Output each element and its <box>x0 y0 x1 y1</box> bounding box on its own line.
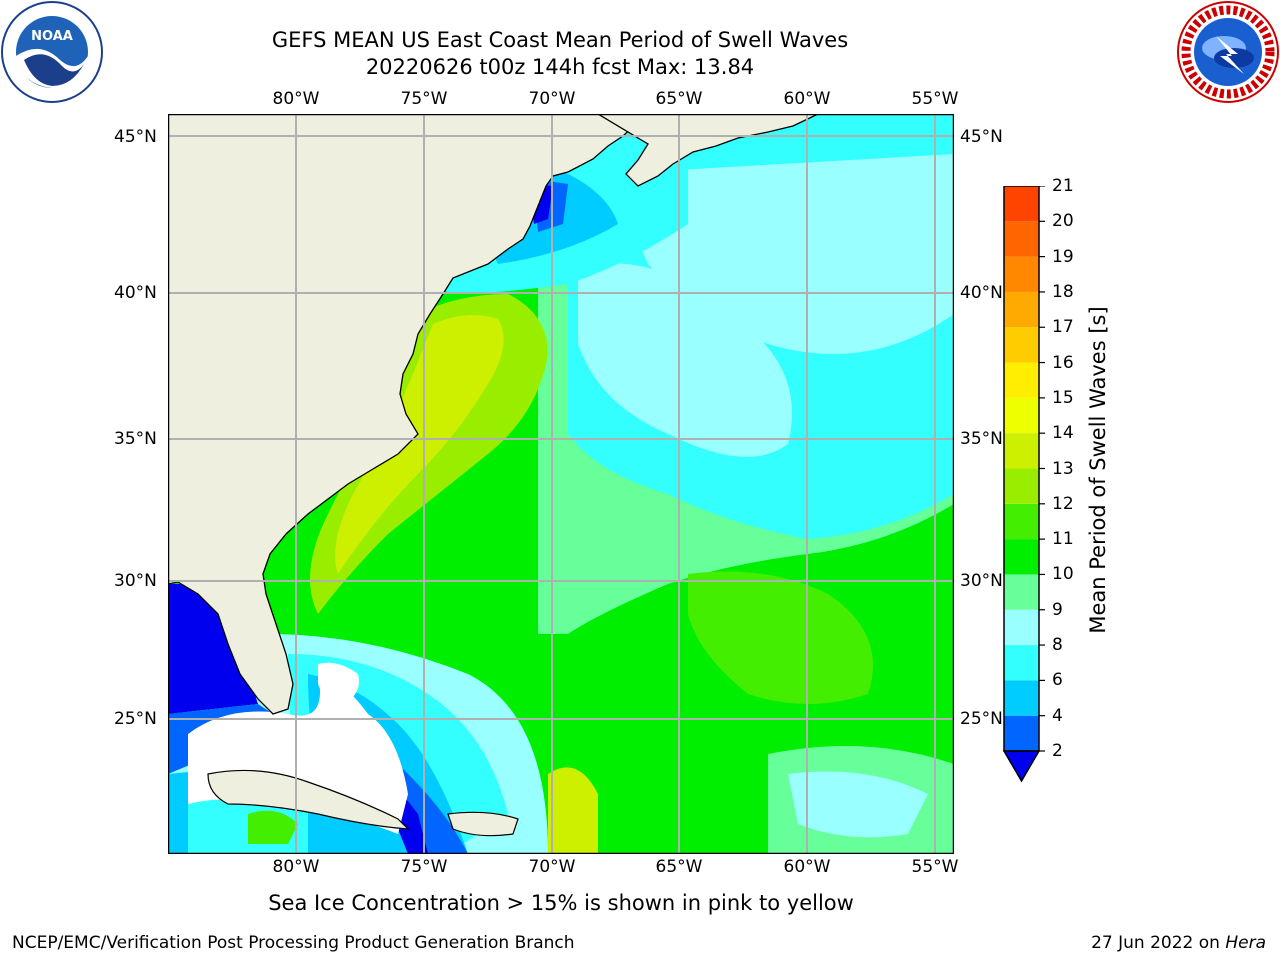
credit-date-host: 27 Jun 2022 on Hera <box>1091 932 1266 954</box>
y-tick-right-25n: 25°N <box>960 709 1003 729</box>
colorbar-tick-label: 8 <box>1052 635 1063 656</box>
colorbar-swatch <box>1004 221 1039 257</box>
colorbar-swatch <box>1004 397 1039 434</box>
swell-period-map <box>168 114 954 854</box>
colorbar-tick-label: 17 <box>1052 317 1074 338</box>
x-tick-bottom-75w: 75°W <box>400 857 448 877</box>
colorbar-tick-label: 18 <box>1052 281 1074 302</box>
colorbar-swatch <box>1004 468 1039 504</box>
sea-ice-footnote: Sea Ice Concentration > 15% is shown in … <box>268 891 854 915</box>
x-tick-bottom-55w: 55°W <box>911 857 959 877</box>
y-tick-left-25n: 25°N <box>114 709 157 729</box>
credit-on: on <box>1198 933 1220 953</box>
colorbar-tick-label: 9 <box>1052 599 1063 620</box>
y-tick-left-30n: 30°N <box>114 571 157 591</box>
colorbar-swatch <box>1004 503 1039 540</box>
colorbar-swatch <box>1004 291 1039 328</box>
chart-subtitle: 20220626 t00z 144h fcst Max: 13.84 <box>365 55 755 79</box>
colorbar-tick-label: 2 <box>1052 741 1063 761</box>
noaa-seal-icon: NOAA <box>1 1 103 103</box>
colorbar-tick-label: 20 <box>1052 211 1074 232</box>
credit-date: 27 Jun 2022 <box>1091 933 1194 953</box>
colorbar-swatch <box>1004 539 1039 575</box>
x-tick-bottom-60w: 60°W <box>783 857 831 877</box>
y-tick-right-45n: 45°N <box>960 127 1003 147</box>
y-tick-left-35n: 35°N <box>114 429 157 449</box>
colorbar-swatch <box>1004 327 1039 363</box>
colorbar-tick-label: 6 <box>1052 670 1063 691</box>
colorbar-tick-label: 4 <box>1052 705 1063 726</box>
x-tick-bottom-80w: 80°W <box>272 857 320 877</box>
colorbar-swatch <box>1004 680 1039 716</box>
colorbar-swatch <box>1004 433 1039 469</box>
svg-text:NOAA: NOAA <box>31 29 73 44</box>
x-tick-bottom-70w: 70°W <box>528 857 576 877</box>
colorbar-swatch <box>1004 256 1039 292</box>
x-tick-top-70w: 70°W <box>528 89 576 109</box>
colorbar-swatch <box>1004 645 1039 681</box>
colorbar-tick-label: 11 <box>1052 529 1074 550</box>
colorbar-tick-label: 19 <box>1052 246 1074 267</box>
colorbar-tick-label: 14 <box>1052 423 1074 444</box>
colorbar-swatch <box>1004 186 1039 222</box>
x-tick-top-75w: 75°W <box>400 89 448 109</box>
x-tick-top-55w: 55°W <box>911 89 959 109</box>
colorbar-extend-triangle <box>1002 750 1041 783</box>
colorbar-tick-label: 12 <box>1052 493 1074 514</box>
x-tick-top-65w: 65°W <box>655 89 703 109</box>
colorbar-swatch <box>1004 715 1039 751</box>
x-tick-top-60w: 60°W <box>783 89 831 109</box>
colorbar-tick-label: 13 <box>1052 458 1074 479</box>
x-tick-top-80w: 80°W <box>272 89 320 109</box>
y-tick-left-45n: 45°N <box>114 127 157 147</box>
credit-branch: NCEP/EMC/Verification Post Processing Pr… <box>12 933 575 953</box>
colorbar-tick-label: 21 <box>1052 176 1074 196</box>
chart-title: GEFS MEAN US East Coast Mean Period of S… <box>271 28 849 52</box>
colorbar-tick-label: 15 <box>1052 387 1074 408</box>
colorbar-swatch <box>1004 574 1039 610</box>
y-tick-right-30n: 30°N <box>960 571 1003 591</box>
y-tick-left-40n: 40°N <box>114 283 157 303</box>
credit-host: Hera <box>1225 933 1266 953</box>
y-tick-right-35n: 35°N <box>960 429 1003 449</box>
colorbar-tick-label: 10 <box>1052 564 1074 585</box>
nws-seal-icon <box>1177 1 1279 103</box>
colorbar-swatch <box>1004 362 1039 398</box>
y-tick-right-40n: 40°N <box>960 283 1003 303</box>
colorbar-swatch <box>1004 609 1039 646</box>
colorbar <box>1002 186 1045 783</box>
x-tick-bottom-65w: 65°W <box>655 857 703 877</box>
colorbar-label: Mean Period of Swell Waves [s] <box>1086 306 1110 634</box>
colorbar-tick-label: 16 <box>1052 352 1074 373</box>
